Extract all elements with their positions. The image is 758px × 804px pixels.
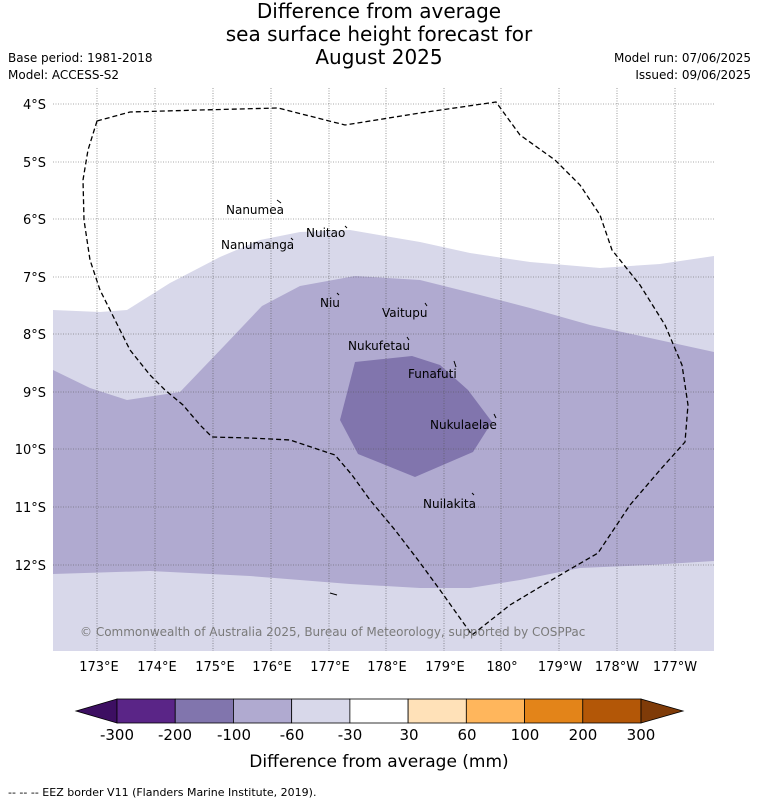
colorbar-tick-30: 30 [399, 726, 418, 744]
island-marker-south [329, 592, 338, 596]
anomaly-band-200-100 [340, 356, 492, 477]
title-line-2: sea surface height forecast for [225, 22, 533, 46]
lat-label-6s: 6°S [23, 213, 46, 228]
colorbar-cell [233, 698, 293, 724]
island-marker-nanumanga [290, 237, 294, 241]
lat-label-4s: 4°S [23, 98, 46, 113]
lat-label-9s: 9°S [23, 386, 46, 401]
island-label-nukufetau: Nukufetau [348, 339, 410, 353]
issued-date: Issued: 09/06/2025 [635, 68, 751, 82]
colorbar-tick-minus300: -300 [100, 726, 134, 744]
colorbar-tick-minus200: -200 [158, 726, 192, 744]
colorbar-cell [465, 698, 525, 724]
title-line-3: August 2025 [315, 45, 443, 69]
colorbar-cell [349, 698, 409, 724]
colorbar-cell [582, 698, 642, 724]
chart-title: Difference from average sea surface heig… [0, 0, 758, 69]
copyright-notice: © Commonwealth of Australia 2025, Bureau… [80, 625, 585, 639]
lat-label-11s: 11°S [15, 501, 46, 516]
lat-label-8s: 8°S [23, 328, 46, 343]
lon-label-178e: 178°E [367, 660, 407, 675]
island-marker-nuilakita [471, 492, 475, 496]
colorbar-cell [174, 698, 234, 724]
island-label-nanumea: Nanumea [226, 203, 284, 217]
model-name: Model: ACCESS-S2 [8, 68, 120, 82]
island-label-funafuti: Funafuti [408, 367, 457, 381]
eez-legend-note: -- -- -- EEZ border V11 (Flanders Marine… [8, 786, 317, 799]
title-line-1: Difference from average [256, 0, 502, 23]
meta-left: Base period: 1981-2018 Model: ACCESS-S2 [8, 50, 153, 84]
base-period: Base period: 1981-2018 [8, 51, 153, 65]
lon-label-177e: 177°E [310, 660, 350, 675]
island-marker-vaitupu [424, 302, 428, 307]
island-marker-funafuti [453, 360, 457, 368]
colorbar-tick-100: 100 [511, 726, 540, 744]
colorbar-tick-minus100: -100 [217, 726, 251, 744]
island-marker-niu [336, 292, 340, 296]
colorbar-label: Difference from average (mm) [249, 752, 508, 772]
colorbar-tick-60: 60 [457, 726, 476, 744]
colorbar-tick-300: 300 [627, 726, 656, 744]
lat-label-5s: 5°S [23, 156, 46, 171]
colorbar: -300 -200 -100 -60 -30 30 60 100 200 300… [74, 698, 685, 772]
lon-label-177w: 177°W [653, 660, 697, 675]
map-panel: Nanumea Nuitao Nanumanga Niu Vaitupu Nuk… [53, 88, 714, 651]
lon-label-180: 180° [486, 660, 517, 675]
colorbar-extend-low [74, 698, 118, 724]
lon-label-179w: 179°W [538, 660, 582, 675]
lon-label-173e: 173°E [79, 660, 119, 675]
model-run: Model run: 07/06/2025 [613, 51, 751, 65]
lon-label-174e: 174°E [137, 660, 177, 675]
eez-border [82, 101, 689, 636]
island-label-vaitupu: Vaitupu [382, 306, 428, 320]
island-marker-nanumea [276, 199, 282, 204]
colorbar-cell [407, 698, 467, 724]
gridlines [53, 88, 714, 651]
lat-label-10s: 10°S [15, 443, 46, 458]
lon-label-176e: 176°E [252, 660, 292, 675]
colorbar-cell [291, 698, 351, 724]
island-label-nanumanga: Nanumanga [221, 238, 294, 252]
lon-label-178w: 178°W [595, 660, 639, 675]
island-label-nukulaelae: Nukulaelae [430, 418, 497, 432]
lat-label-12s: 12°S [15, 559, 46, 574]
island-label-nuilakita: Nuilakita [423, 497, 476, 511]
island-markers [276, 199, 497, 596]
lon-label-175e: 175°E [195, 660, 235, 675]
colorbar-tick-minus30: -30 [338, 726, 363, 744]
colorbar-cell [524, 698, 584, 724]
colorbar-tick-minus60: -60 [280, 726, 305, 744]
colorbar-cell [116, 698, 176, 724]
lon-label-179e: 179°E [425, 660, 465, 675]
island-marker-nukulaelae [493, 413, 497, 419]
colorbar-extend-high [640, 698, 685, 724]
meta-right: Model run: 07/06/2025 Issued: 09/06/2025 [614, 50, 751, 84]
colorbar-tick-200: 200 [569, 726, 598, 744]
island-label-niu: Niu [320, 296, 340, 310]
lat-label-7s: 7°S [23, 271, 46, 286]
island-marker-nuitao [344, 225, 348, 229]
island-label-nuitao: Nuitao [306, 226, 345, 240]
island-marker-nukufetau [406, 336, 410, 341]
